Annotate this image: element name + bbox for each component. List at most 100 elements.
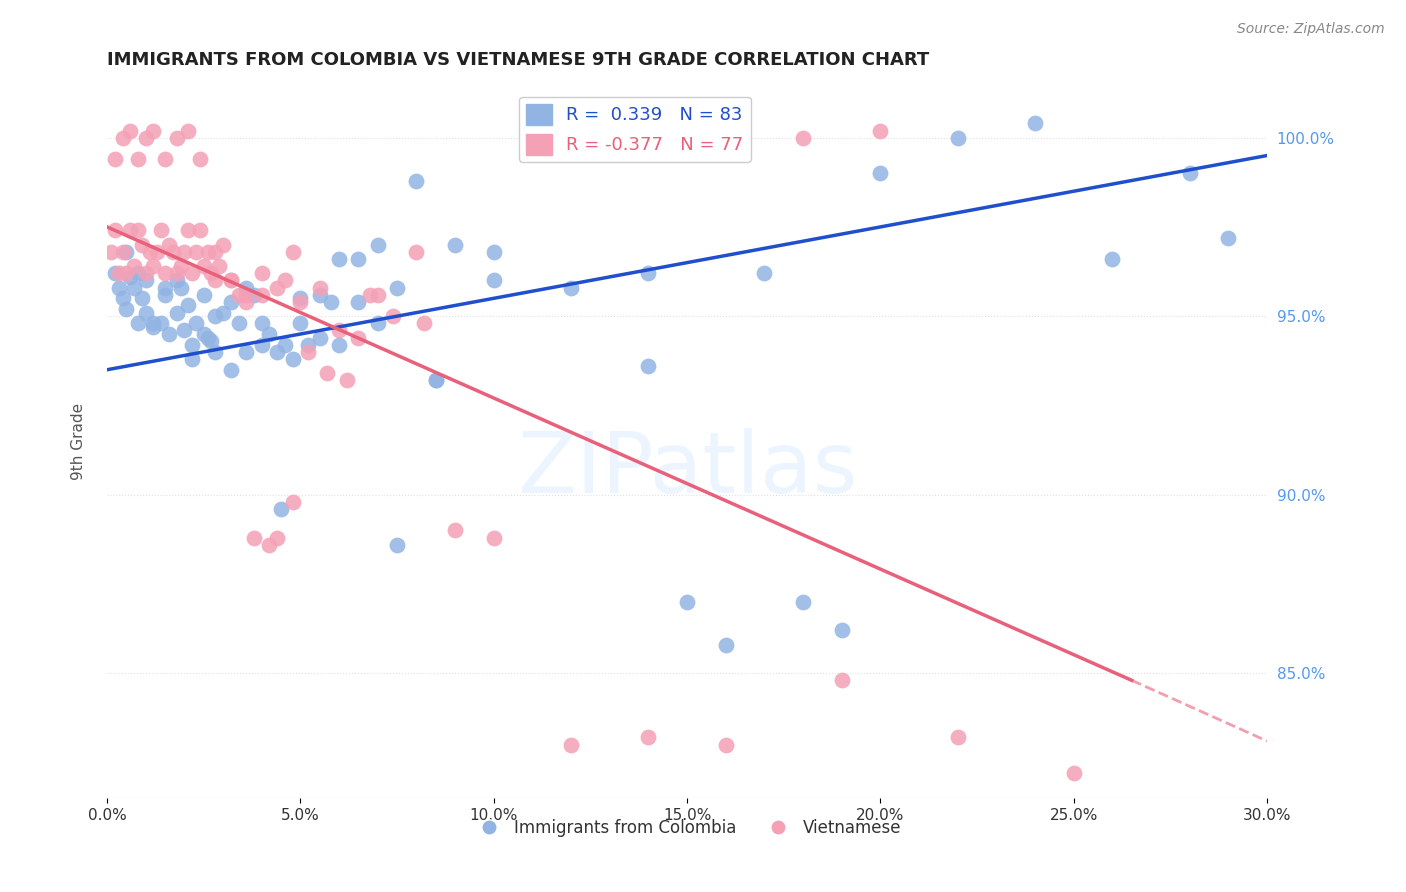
Point xyxy=(111,130,134,145)
Point xyxy=(184,316,207,330)
Point xyxy=(204,273,226,287)
Point xyxy=(107,280,129,294)
Point xyxy=(219,273,242,287)
Point xyxy=(243,287,266,301)
Point xyxy=(100,244,122,259)
Point xyxy=(212,237,235,252)
Point xyxy=(676,595,699,609)
Point xyxy=(270,502,292,516)
Point xyxy=(204,244,226,259)
Point xyxy=(308,287,330,301)
Point xyxy=(347,294,370,309)
Point xyxy=(228,316,250,330)
Point xyxy=(212,305,235,319)
Point xyxy=(243,531,266,545)
Point xyxy=(869,123,891,137)
Point xyxy=(382,309,405,323)
Point xyxy=(328,337,350,351)
Point xyxy=(385,280,408,294)
Point xyxy=(193,287,215,301)
Point xyxy=(250,266,273,280)
Point xyxy=(146,244,169,259)
Point xyxy=(131,291,153,305)
Point xyxy=(200,334,222,348)
Point xyxy=(367,287,389,301)
Point xyxy=(266,531,288,545)
Text: IMMIGRANTS FROM COLOMBIA VS VIETNAMESE 9TH GRADE CORRELATION CHART: IMMIGRANTS FROM COLOMBIA VS VIETNAMESE 9… xyxy=(107,51,929,69)
Point xyxy=(792,595,814,609)
Point xyxy=(560,738,582,752)
Point xyxy=(714,738,737,752)
Point xyxy=(274,337,297,351)
Point xyxy=(385,538,408,552)
Point xyxy=(359,287,381,301)
Point xyxy=(177,223,200,237)
Point xyxy=(127,223,149,237)
Point xyxy=(204,344,226,359)
Point xyxy=(228,287,250,301)
Point xyxy=(522,130,544,145)
Point xyxy=(259,326,281,341)
Point xyxy=(405,173,427,187)
Point xyxy=(142,123,165,137)
Point xyxy=(321,294,343,309)
Point xyxy=(235,280,257,294)
Point xyxy=(869,166,891,180)
Point xyxy=(336,374,359,388)
Point xyxy=(347,330,370,344)
Point xyxy=(425,374,447,388)
Point xyxy=(482,531,505,545)
Point xyxy=(637,731,659,745)
Point xyxy=(235,344,257,359)
Point xyxy=(637,266,659,280)
Point xyxy=(107,266,129,280)
Point xyxy=(193,326,215,341)
Point xyxy=(157,237,180,252)
Point xyxy=(367,316,389,330)
Legend: Immigrants from Colombia, Vietnamese: Immigrants from Colombia, Vietnamese xyxy=(465,812,908,843)
Point xyxy=(946,731,969,745)
Text: Source: ZipAtlas.com: Source: ZipAtlas.com xyxy=(1237,22,1385,37)
Point xyxy=(250,316,273,330)
Point xyxy=(104,223,127,237)
Point xyxy=(235,287,257,301)
Point xyxy=(169,280,191,294)
Y-axis label: 9th Grade: 9th Grade xyxy=(72,402,86,480)
Point xyxy=(197,330,219,344)
Point xyxy=(266,280,288,294)
Point xyxy=(281,351,304,366)
Point xyxy=(792,130,814,145)
Point xyxy=(482,244,505,259)
Point xyxy=(181,337,204,351)
Point xyxy=(204,309,226,323)
Point xyxy=(153,152,176,166)
Point xyxy=(127,152,149,166)
Point xyxy=(166,305,188,319)
Point xyxy=(157,326,180,341)
Point xyxy=(193,259,215,273)
Point xyxy=(560,280,582,294)
Point xyxy=(166,130,188,145)
Point xyxy=(482,273,505,287)
Point xyxy=(1101,252,1123,266)
Point xyxy=(120,123,142,137)
Point xyxy=(169,259,191,273)
Point xyxy=(120,269,142,284)
Point xyxy=(413,316,436,330)
Point xyxy=(219,294,242,309)
Point xyxy=(831,673,853,688)
Point xyxy=(188,223,211,237)
Point xyxy=(1063,766,1085,780)
Point xyxy=(1178,166,1201,180)
Point xyxy=(946,130,969,145)
Point xyxy=(173,244,195,259)
Point xyxy=(290,294,312,309)
Point xyxy=(250,337,273,351)
Point xyxy=(142,316,165,330)
Point xyxy=(115,301,138,316)
Point xyxy=(444,237,467,252)
Point xyxy=(367,237,389,252)
Point xyxy=(131,237,153,252)
Point xyxy=(754,266,776,280)
Point xyxy=(120,223,142,237)
